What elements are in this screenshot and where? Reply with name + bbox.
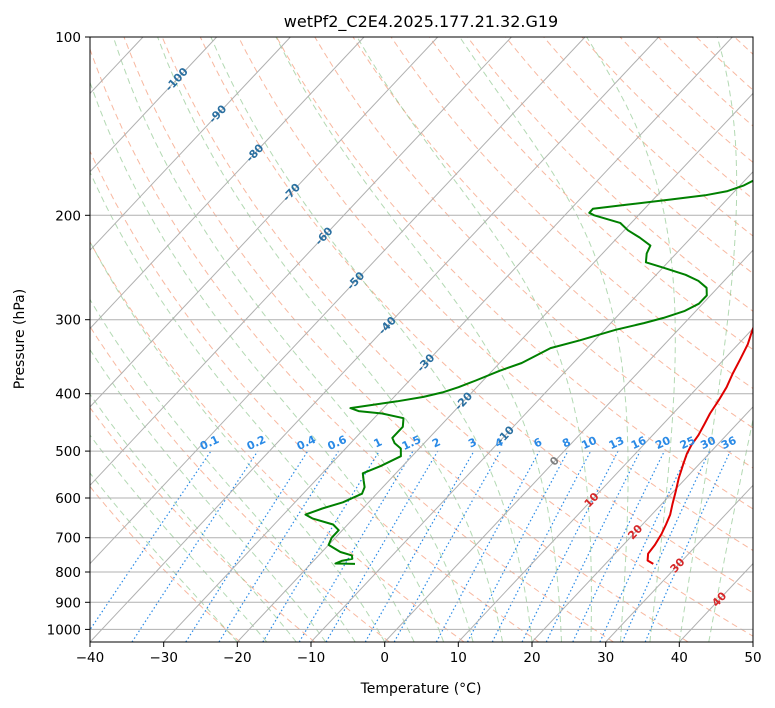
- mixing-ratio-label: 25: [678, 434, 697, 452]
- isotherm-line: [90, 37, 291, 251]
- mixing-ratio-label: 36: [719, 434, 739, 452]
- dry-adiabat-line: [90, 240, 465, 642]
- isotherm-line: [90, 37, 365, 330]
- mixing-ratio-line: [325, 450, 439, 642]
- mixing-ratio-line: [393, 450, 502, 642]
- x-tick-label: −10: [297, 650, 326, 666]
- temperature-profile-line: [646, 325, 753, 565]
- dry-adiabat-line: [428, 37, 753, 351]
- moist-adiabat-line: [90, 298, 356, 642]
- dry-adiabat-line: [90, 485, 241, 642]
- y-tick-label: 800: [55, 565, 81, 581]
- x-tick-label: 30: [597, 650, 614, 666]
- moist-adiabats: [90, 37, 753, 642]
- dry-adiabat-line: [90, 325, 390, 642]
- isotherm-line: [531, 406, 753, 642]
- x-tick-label: 40: [671, 650, 688, 666]
- moist-adiabat-line: [356, 37, 592, 642]
- mixing-ratio-line: [218, 450, 340, 642]
- mixing-ratio-line: [262, 450, 380, 642]
- dry-adiabat-line: [238, 37, 753, 552]
- moist-adiabat-line: [90, 434, 268, 642]
- x-tick-label: 10: [450, 650, 467, 666]
- dry-adiabat-line: [276, 37, 753, 510]
- y-tick-label: 200: [55, 208, 81, 224]
- moist-adiabat-line: [112, 37, 474, 642]
- dry-adiabat-line: [314, 37, 753, 469]
- isotherm-line: [457, 327, 753, 642]
- isotherm-line: [163, 37, 733, 642]
- mixing-ratio-line: [621, 450, 711, 642]
- y-tick-label: 500: [55, 444, 81, 460]
- y-tick-label: 700: [55, 531, 81, 547]
- mixing-ratio-label: 20: [653, 434, 673, 452]
- moist-adiabat-line: [708, 417, 753, 642]
- isotherm-grid: [90, 37, 753, 642]
- dry-adiabats: [90, 37, 753, 642]
- mixing-ratio-label: 10: [580, 434, 600, 452]
- mixing-ratio-line: [545, 450, 641, 642]
- dry-adiabat-line: [505, 37, 753, 275]
- moist-adiabat-line: [90, 240, 386, 642]
- isotherm-line: [605, 484, 753, 642]
- moist-adiabat-line: [90, 80, 445, 642]
- x-tick-label: −30: [149, 650, 178, 666]
- mixing-ratio-lines: [90, 450, 731, 642]
- x-axis-label: Temperature (°C): [360, 681, 482, 697]
- y-axis-label: Pressure (hPa): [12, 289, 28, 389]
- y-tick-label: 400: [55, 387, 81, 403]
- moist-adiabat-line: [459, 37, 629, 642]
- y-tick-label: 600: [55, 491, 81, 507]
- moist-adiabat-line: [210, 37, 533, 642]
- x-tick-label: 0: [380, 650, 389, 666]
- dry-adiabat-line: [123, 37, 689, 642]
- mixing-ratio-label: 16: [629, 434, 649, 452]
- moist-adiabat-line: [586, 37, 676, 642]
- y-tick-label: 300: [55, 313, 81, 329]
- isotherm-line: [90, 37, 660, 642]
- moist-adiabat-line: [157, 37, 503, 642]
- mixing-ratio-line: [185, 450, 309, 642]
- mixing-ratio-line: [572, 450, 665, 642]
- isotherm-line: [384, 249, 753, 642]
- dry-adiabat-line: [543, 37, 753, 237]
- mixing-ratio-label: 13: [607, 434, 626, 452]
- mixing-ratio-line: [435, 450, 540, 642]
- moist-adiabat-line: [275, 37, 562, 642]
- dry-adiabat-line: [90, 47, 614, 642]
- dry-adiabat-line: [581, 37, 753, 200]
- isotherm-line: [90, 37, 586, 565]
- moist-adiabat-line: [678, 37, 738, 642]
- plot-frame: [89, 36, 754, 643]
- y-tick-label: 1000: [47, 622, 81, 638]
- dry-adiabat-line: [390, 37, 753, 390]
- isotherm-line: [90, 37, 218, 173]
- isotherm-line: [310, 171, 753, 642]
- x-tick-label: −40: [76, 650, 105, 666]
- dry-adiabat-line: [161, 37, 753, 637]
- mixing-ratio-label: 30: [698, 434, 718, 452]
- isotherm-line: [236, 92, 753, 642]
- y-axis-ticks: 100 200 300 400 500 600 700 800 900 1000: [47, 30, 90, 638]
- dry-adiabat-line: [90, 150, 540, 642]
- y-tick-label: 900: [55, 595, 81, 611]
- x-tick-label: 50: [744, 650, 761, 666]
- x-tick-label: 20: [523, 650, 540, 666]
- isotherm-line: [90, 37, 512, 487]
- isotherm-line: [90, 37, 439, 408]
- mixing-ratio-line: [599, 450, 690, 642]
- moist-adiabat-line: [90, 348, 327, 642]
- profile-series: [304, 179, 753, 565]
- y-tick-label: 100: [55, 30, 81, 46]
- mixing-ratio-line: [298, 450, 414, 642]
- dewpoint-profile-line: [304, 179, 753, 565]
- mixing-ratio-line: [364, 450, 475, 642]
- plot-area: 0.1 0.2 0.4 0.6 1 1.5 2 3 4 6 8 10 13 16 20 25 30 36-100-…: [90, 37, 753, 642]
- dry-adiabat-line: [199, 37, 753, 594]
- x-tick-label: −20: [223, 650, 252, 666]
- chart-title: wetPf2_C2E4.2025.177.21.32.G19: [284, 12, 558, 32]
- x-axis-ticks: −40 −30 −20 −10 0 10 20 30 40 50: [76, 642, 762, 666]
